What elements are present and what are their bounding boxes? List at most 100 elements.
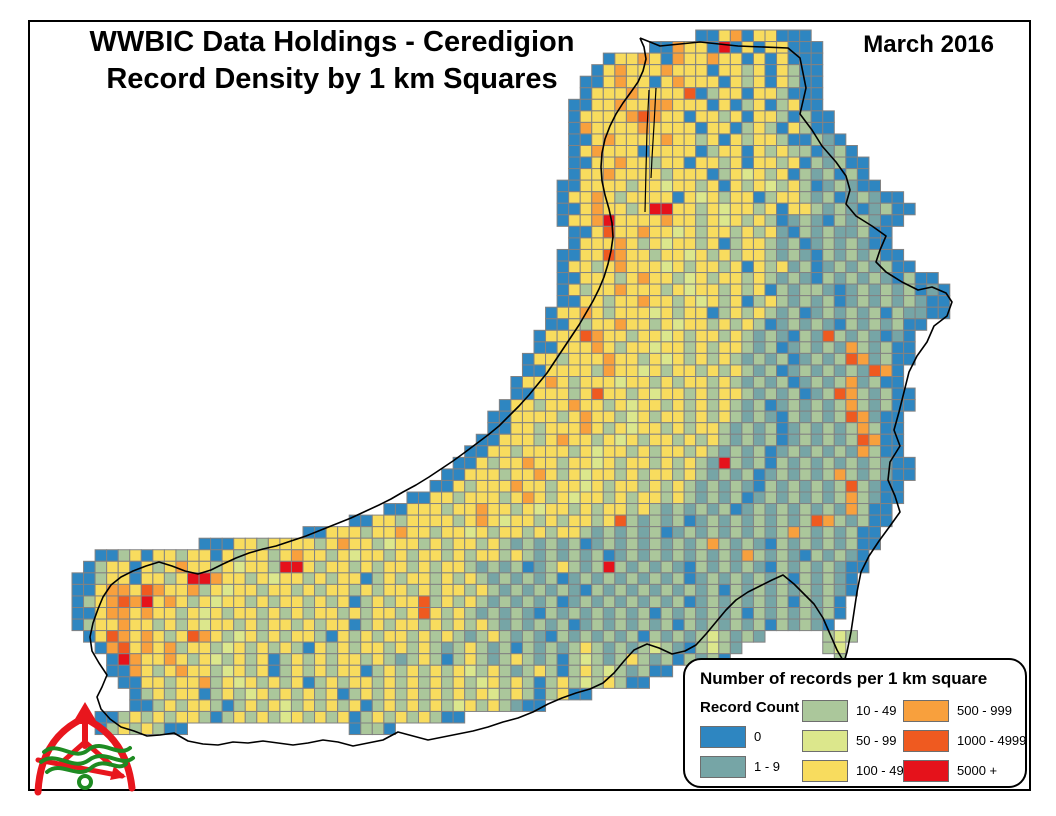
grid-cell: [314, 641, 327, 655]
grid-cell: [498, 549, 512, 562]
grid-cell: [521, 595, 535, 609]
grid-cell: [464, 526, 477, 539]
grid-cell: [210, 630, 223, 643]
grid-cell: [637, 52, 651, 66]
grid-cell: [302, 560, 316, 574]
grid-cell: [868, 306, 882, 320]
grid-cell: [510, 445, 523, 458]
grid-cell: [625, 445, 639, 458]
grid-cell: [706, 272, 720, 285]
grid-cell: [764, 445, 778, 458]
grid-cell: [625, 618, 639, 632]
grid-cell: [579, 526, 593, 539]
logo-shape: [82, 739, 113, 767]
grid-cell: [429, 710, 443, 724]
grid-cell: [706, 491, 720, 505]
grid-cell: [521, 445, 535, 458]
grid-cell: [568, 237, 581, 250]
grid-cell: [533, 399, 547, 412]
grid-cell: [210, 641, 223, 655]
grid-cell: [787, 87, 801, 100]
grid-cell: [267, 630, 281, 643]
grid-cell: [649, 306, 662, 320]
grid-cell: [533, 583, 547, 597]
grid-cell: [117, 630, 131, 643]
grid-cell: [429, 526, 443, 539]
grid-cell: [776, 595, 789, 609]
grid-cell: [163, 572, 177, 585]
grid-cell: [602, 422, 616, 435]
grid-cell: [383, 618, 396, 632]
grid-cell: [325, 537, 339, 551]
grid-cell: [175, 583, 188, 597]
grid-cell: [637, 618, 651, 632]
grid-cell: [856, 445, 870, 458]
grid-cell: [729, 191, 743, 204]
grid-cell: [729, 641, 743, 655]
grid-cell: [718, 295, 731, 308]
grid-cell: [718, 560, 731, 574]
grid-cell: [314, 607, 327, 620]
grid-cell: [429, 479, 443, 493]
grid-cell: [903, 329, 916, 343]
grid-cell: [799, 260, 812, 274]
grid-cell: [683, 491, 697, 505]
grid-cell: [556, 549, 570, 562]
grid-cell: [637, 583, 651, 597]
grid-cell: [914, 306, 928, 320]
grid-cell: [267, 653, 281, 666]
grid-cell: [152, 583, 165, 597]
grid-cell: [602, 145, 616, 158]
grid-cell: [533, 549, 547, 562]
grid-cell: [106, 572, 119, 585]
grid-cell: [903, 260, 916, 274]
grid-cell: [868, 191, 882, 204]
grid-cell: [741, 491, 754, 505]
grid-cell: [845, 468, 858, 481]
grid-cell: [591, 318, 604, 331]
grid-cell: [856, 399, 870, 412]
grid-cell: [314, 549, 327, 562]
legend-label: 50 - 99: [856, 733, 897, 748]
grid-cell: [729, 202, 743, 216]
grid-cell: [810, 52, 824, 66]
grid-cell: [533, 664, 547, 678]
grid-cell: [649, 214, 662, 227]
grid-cell: [764, 306, 778, 320]
grid-cell: [764, 29, 778, 43]
grid-cell: [602, 664, 616, 678]
grid-cell: [891, 283, 905, 297]
grid-cell: [672, 630, 685, 643]
grid-cell: [776, 341, 789, 354]
grid-cell: [764, 514, 778, 528]
grid-cell: [660, 653, 674, 666]
grid-cell: [510, 572, 523, 585]
grid-cell: [568, 156, 581, 170]
grid-cell: [787, 156, 801, 170]
grid-cell: [695, 445, 708, 458]
grid-cell: [614, 387, 627, 401]
grid-cell: [614, 514, 627, 528]
grid-cell: [464, 699, 477, 712]
grid-cell: [695, 283, 708, 297]
grid-cell: [545, 653, 558, 666]
grid-cell: [718, 179, 731, 193]
grid-cell: [810, 399, 824, 412]
grid-cell: [279, 699, 292, 712]
grid-cell: [880, 410, 893, 424]
grid-cell: [394, 699, 408, 712]
grid-cell: [672, 225, 685, 239]
grid-cell: [614, 306, 627, 320]
grid-cell: [764, 225, 778, 239]
map-title-line2: Record Density by 1 km Squares: [106, 63, 558, 95]
grid-cell: [625, 583, 639, 597]
grid-cell: [163, 595, 177, 609]
grid-cell: [729, 214, 743, 227]
grid-cell: [706, 387, 720, 401]
grid-cell: [776, 514, 789, 528]
grid-cell: [880, 306, 893, 320]
legend-swatch: [903, 760, 949, 782]
grid-cell: [718, 364, 731, 378]
grid-cell: [729, 503, 743, 516]
grid-cell: [776, 526, 789, 539]
